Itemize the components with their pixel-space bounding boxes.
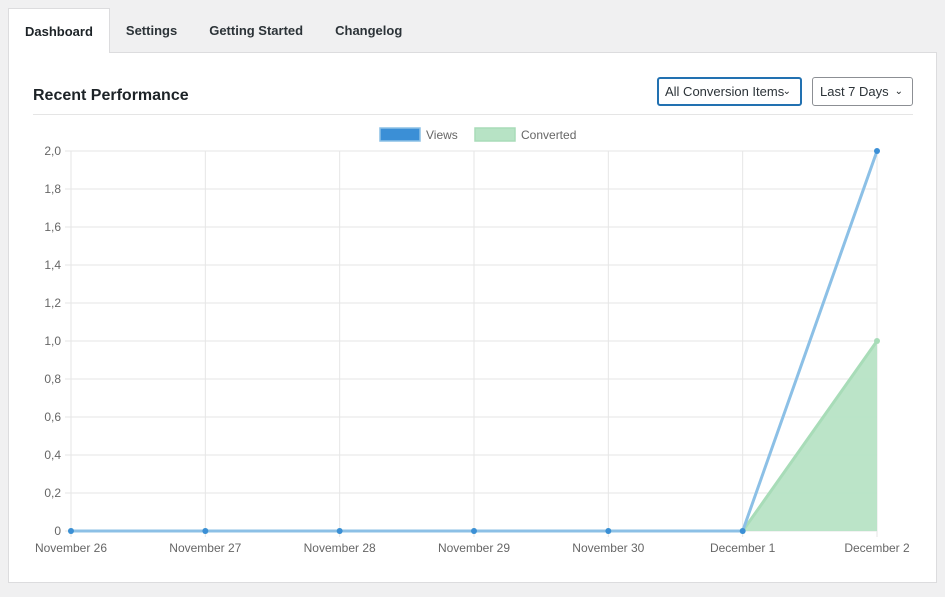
series-area-converted	[71, 341, 877, 531]
data-point-views	[605, 528, 612, 534]
x-tick-label: November 26	[35, 541, 107, 555]
tab-dashboard[interactable]: Dashboard	[8, 8, 110, 53]
y-tick-label: 0,4	[44, 448, 61, 462]
y-tick-label: 1,4	[44, 258, 61, 272]
data-point-views	[874, 148, 880, 154]
x-tick-label: November 27	[169, 541, 241, 555]
date-range-select[interactable]: Last 7 Days ⌄	[812, 77, 913, 106]
tab-bar: Dashboard Settings Getting Started Chang…	[8, 8, 418, 53]
y-tick-label: 1,0	[44, 334, 61, 348]
y-tick-label: 2,0	[44, 144, 61, 158]
y-tick-label: 1,6	[44, 220, 61, 234]
legend-label-views: Views	[426, 128, 458, 142]
data-point-views	[202, 528, 209, 534]
data-point-views	[739, 528, 746, 534]
chevron-down-icon: ⌄	[894, 86, 903, 97]
data-point-converted	[874, 338, 880, 344]
y-tick-label: 0	[54, 524, 61, 538]
legend-label-converted: Converted	[521, 128, 576, 142]
data-point-views	[471, 528, 477, 534]
legend-swatch-converted	[474, 127, 516, 142]
y-tick-label: 0,6	[44, 410, 61, 424]
chevron-down-icon: ⌄	[782, 86, 791, 97]
x-tick-label: December 2	[844, 541, 910, 555]
panel-divider	[33, 114, 913, 115]
panel-title: Recent Performance	[33, 87, 189, 104]
tab-settings[interactable]: Settings	[125, 23, 178, 38]
x-tick-label: November 29	[438, 541, 510, 555]
y-tick-label: 1,2	[44, 296, 61, 310]
y-tick-label: 1,8	[44, 182, 61, 196]
y-tick-label: 0,2	[44, 486, 61, 500]
x-tick-label: November 28	[304, 541, 376, 555]
legend-swatch-views	[379, 127, 421, 142]
data-point-views	[336, 528, 343, 534]
conversion-items-select-value: All Conversion Items	[665, 84, 785, 99]
y-tick-label: 0,8	[44, 372, 61, 386]
tab-getting-started[interactable]: Getting Started	[209, 23, 304, 38]
date-range-select-value: Last 7 Days	[820, 84, 889, 99]
x-tick-label: November 30	[572, 541, 644, 555]
conversion-items-select[interactable]: All Conversion Items ⌄	[657, 77, 802, 106]
tab-changelog[interactable]: Changelog	[335, 23, 403, 38]
data-point-views	[68, 528, 74, 534]
x-tick-label: December 1	[710, 541, 776, 555]
